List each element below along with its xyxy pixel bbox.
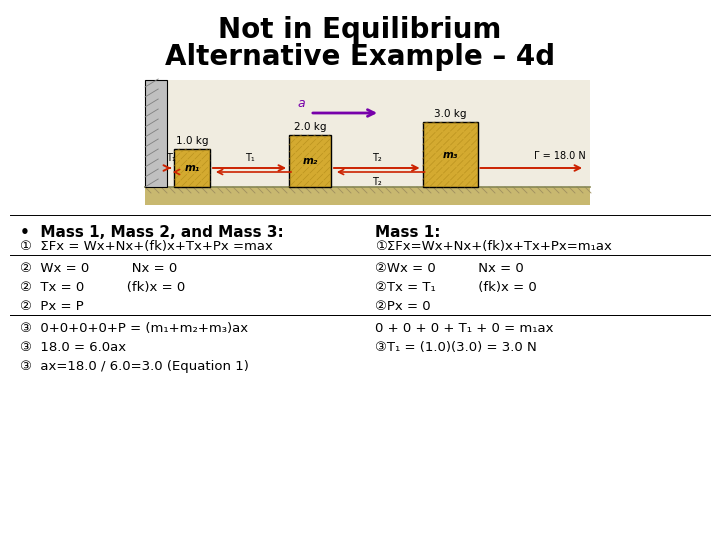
Text: ③  ax=18.0 / 6.0=3.0 (Equation 1): ③ ax=18.0 / 6.0=3.0 (Equation 1): [20, 360, 249, 373]
Text: 3.0 kg: 3.0 kg: [433, 109, 467, 119]
Text: ③  18.0 = 6.0ax: ③ 18.0 = 6.0ax: [20, 341, 126, 354]
Text: Γ = 18.0 N: Γ = 18.0 N: [534, 151, 586, 161]
Text: •  Mass 1, Mass 2, and Mass 3:: • Mass 1, Mass 2, and Mass 3:: [20, 225, 284, 240]
Text: T₁: T₁: [245, 153, 254, 163]
Text: ③  0+0+0+0+P = (m₁+m₂+m₃)ax: ③ 0+0+0+0+P = (m₁+m₂+m₃)ax: [20, 322, 248, 335]
Bar: [145, 80, 590, 205]
Text: ③T₁ = (1.0)(3.0) = 3.0 N: ③T₁ = (1.0)(3.0) = 3.0 N: [375, 341, 536, 354]
Text: m₁: m₁: [184, 163, 199, 173]
Text: T₂: T₂: [372, 153, 382, 163]
Text: Not in Equilibrium: Not in Equilibrium: [218, 16, 502, 44]
Text: ②Wx = 0          Nx = 0: ②Wx = 0 Nx = 0: [375, 262, 523, 275]
Text: 2.0 kg: 2.0 kg: [294, 122, 326, 132]
Text: ②  Tx = 0          (fk)x = 0: ② Tx = 0 (fk)x = 0: [20, 281, 185, 294]
Bar: [174, 149, 210, 187]
Text: ②  Wx = 0          Nx = 0: ② Wx = 0 Nx = 0: [20, 262, 177, 275]
Text: T₂: T₂: [372, 177, 382, 187]
Text: a: a: [297, 97, 305, 110]
Bar: [145, 80, 167, 187]
Text: ②Px = 0: ②Px = 0: [375, 300, 431, 313]
Text: ②  Px = P: ② Px = P: [20, 300, 84, 313]
Text: m₂: m₂: [302, 156, 318, 166]
Text: ①  ΣFx = Wx+Nx+(fk)x+Tx+Px =max: ① ΣFx = Wx+Nx+(fk)x+Tx+Px =max: [20, 240, 273, 253]
Text: ②Tx = T₁          (fk)x = 0: ②Tx = T₁ (fk)x = 0: [375, 281, 536, 294]
Text: ①ΣFx=Wx+Nx+(fk)x+Tx+Px=m₁ax: ①ΣFx=Wx+Nx+(fk)x+Tx+Px=m₁ax: [375, 240, 612, 253]
Text: Mass 1:: Mass 1:: [375, 225, 441, 240]
Text: ⁢0 + 0 + 0 + T₁ + 0 = m₁ax: ⁢0 + 0 + 0 + T₁ + 0 = m₁ax: [375, 322, 554, 335]
Text: T₁: T₁: [166, 153, 176, 163]
Bar: [145, 187, 590, 205]
Text: Alternative Example – 4d: Alternative Example – 4d: [165, 43, 555, 71]
Text: m₃: m₃: [442, 150, 458, 159]
Bar: [289, 135, 331, 187]
Text: 1.0 kg: 1.0 kg: [176, 136, 208, 146]
Bar: [423, 122, 477, 187]
